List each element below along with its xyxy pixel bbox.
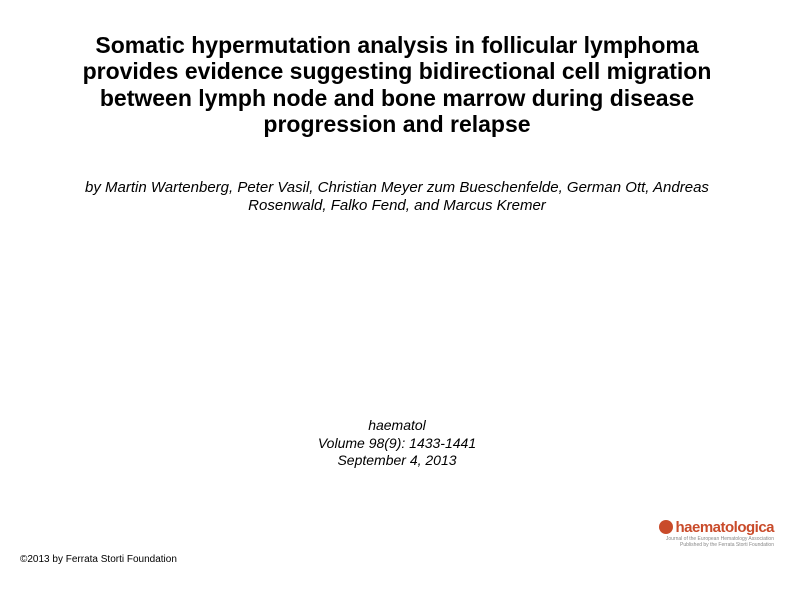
logo-dot-icon: [659, 520, 673, 534]
journal-logo: haematologica Journal of the European He…: [594, 519, 774, 547]
journal-name: haematol: [0, 417, 794, 435]
citation-block: haematol Volume 98(9): 1433-1441 Septemb…: [0, 417, 794, 470]
copyright-notice: ©2013 by Ferrata Storti Foundation: [20, 554, 177, 565]
publication-date: September 4, 2013: [0, 452, 794, 470]
volume-line: Volume 98(9): 1433-1441: [0, 435, 794, 453]
authors-line: by Martin Wartenberg, Peter Vasil, Chris…: [70, 179, 724, 215]
article-title: Somatic hypermutation analysis in follic…: [60, 32, 734, 138]
logo-text: haematologica: [675, 519, 774, 536]
logo-main-row: haematologica: [659, 519, 774, 536]
logo-tagline-1: Journal of the European Hematology Assoc…: [666, 537, 774, 542]
logo-tagline-2: Published by the Ferrata Storti Foundati…: [680, 543, 774, 548]
